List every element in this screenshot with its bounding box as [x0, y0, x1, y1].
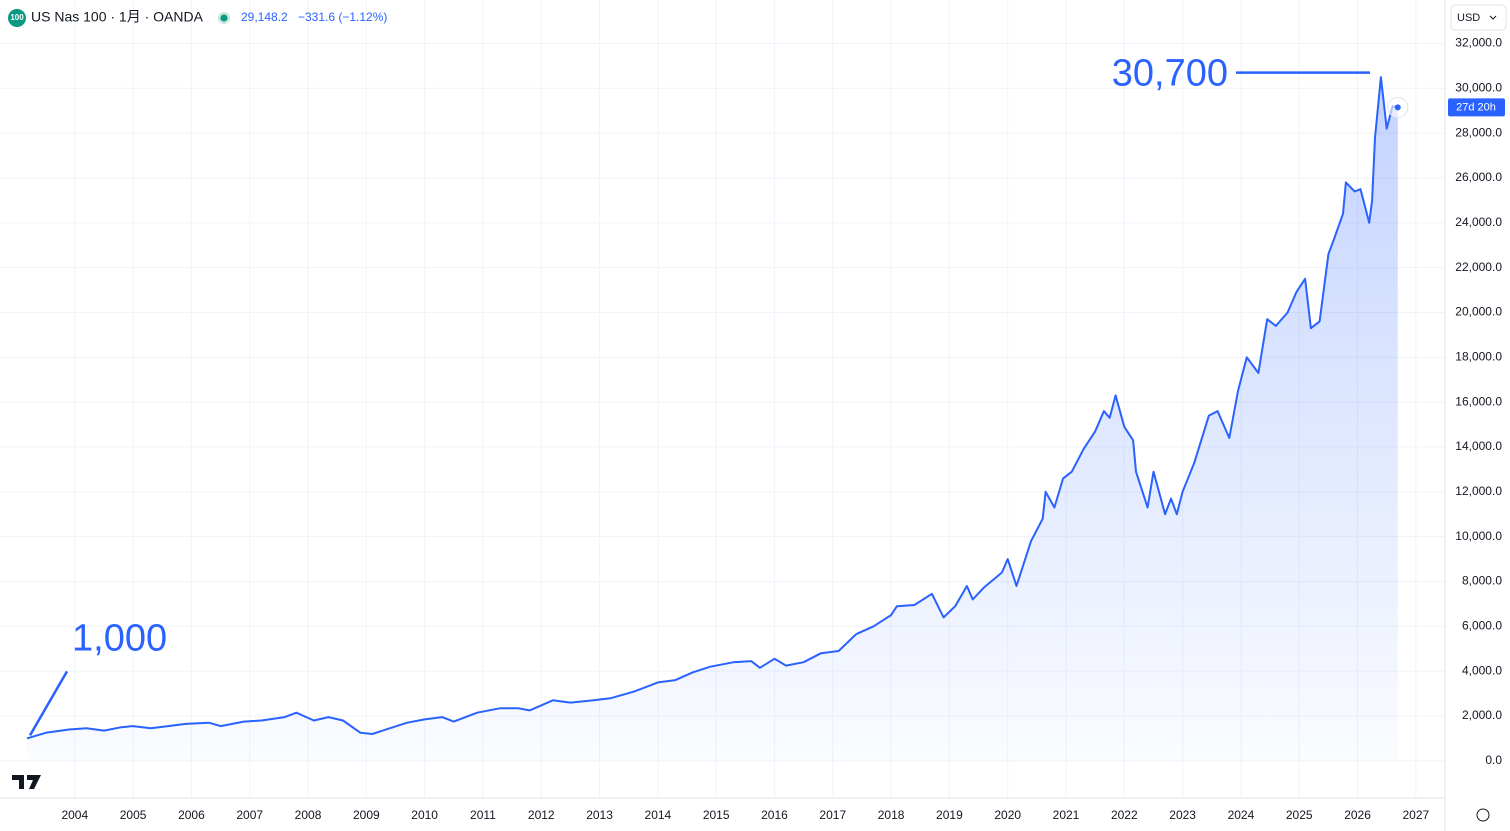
settings-icon[interactable]	[1476, 808, 1490, 822]
x-tick-label: 2015	[703, 808, 730, 822]
x-tick-label: 2008	[295, 808, 322, 822]
x-tick-label: 2018	[878, 808, 905, 822]
y-tick-label: 0.0	[1485, 753, 1502, 767]
x-tick-label: 2023	[1169, 808, 1196, 822]
status-dot	[220, 14, 228, 22]
price-change: −331.6 (−1.12%)	[298, 10, 387, 24]
x-tick-label: 2012	[528, 808, 555, 822]
x-tick-label: 2017	[819, 808, 846, 822]
tv-logo	[12, 775, 41, 789]
x-tick-label: 2016	[761, 808, 788, 822]
y-tick-label: 12,000.0	[1455, 484, 1502, 498]
y-tick-label: 30,000.0	[1455, 80, 1502, 94]
x-tick-label: 2006	[178, 808, 205, 822]
y-tick-label: 20,000.0	[1455, 305, 1502, 319]
last-price: 29,148.2	[241, 10, 288, 24]
x-tick-label: 2027	[1402, 808, 1429, 822]
x-tick-label: 2021	[1053, 808, 1080, 822]
x-tick-label: 2025	[1286, 808, 1313, 822]
y-tick-label: 8,000.0	[1462, 574, 1502, 588]
x-tick-label: 2004	[61, 808, 88, 822]
countdown-label: 27d 20h	[1456, 101, 1496, 113]
y-tick-label: 6,000.0	[1462, 619, 1502, 633]
x-tick-label: 2013	[586, 808, 613, 822]
symbol-icon	[8, 9, 26, 27]
annotation-text: 1,000	[72, 617, 167, 659]
x-tick-label: 2020	[994, 808, 1021, 822]
x-tick-label: 2010	[411, 808, 438, 822]
y-tick-label: 28,000.0	[1455, 125, 1502, 139]
countdown-badge	[1448, 98, 1505, 117]
y-tick-label: 18,000.0	[1455, 349, 1502, 363]
currency-button[interactable]	[1450, 4, 1507, 31]
x-tick-label: 2022	[1111, 808, 1138, 822]
symbol-badge: 100	[10, 13, 24, 22]
x-tick-label: 2009	[353, 808, 380, 822]
y-tick-label: 26,000.0	[1455, 170, 1502, 184]
annotation-line	[28, 670, 69, 737]
x-tick-label: 2019	[936, 808, 963, 822]
annotation-text: 30,700	[1112, 53, 1228, 95]
y-tick-label: 14,000.0	[1455, 439, 1502, 453]
y-tick-label: 24,000.0	[1455, 215, 1502, 229]
area-fill	[27, 77, 1398, 761]
y-tick-label: 4,000.0	[1462, 663, 1502, 677]
x-tick-label: 2024	[1228, 808, 1255, 822]
y-tick-label: 2,000.0	[1462, 708, 1502, 722]
y-tick-label: 16,000.0	[1455, 394, 1502, 408]
y-tick-label: 10,000.0	[1455, 529, 1502, 543]
x-tick-label: 2007	[236, 808, 263, 822]
x-tick-label: 2005	[120, 808, 147, 822]
y-tick-label: 32,000.0	[1455, 36, 1502, 50]
price-line	[26, 76, 1399, 740]
x-tick-label: 2026	[1344, 808, 1371, 822]
x-tick-label: 2011	[470, 808, 496, 822]
last-point	[1394, 104, 1401, 111]
x-tick-label: 2014	[645, 808, 672, 822]
y-tick-label: 22,000.0	[1455, 260, 1502, 274]
symbol-title[interactable]: US Nas 100 · 1月 · OANDA	[31, 9, 204, 25]
currency-caret	[1489, 15, 1497, 20]
currency-label[interactable]: USD	[1457, 12, 1480, 24]
